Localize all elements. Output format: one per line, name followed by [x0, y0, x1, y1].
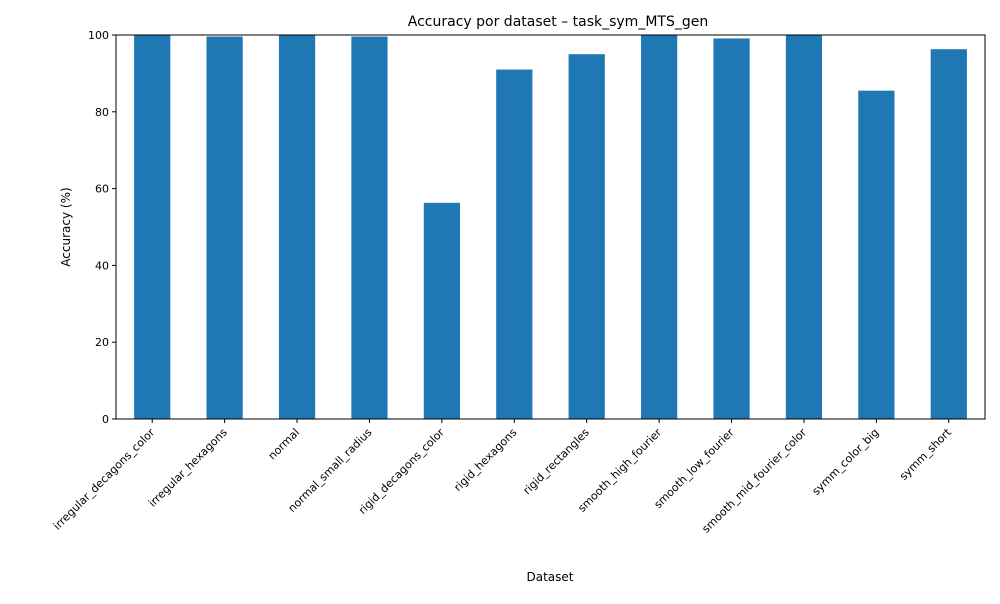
- bar-smooth-low-fourier: [713, 38, 750, 420]
- bar-irregular-decagons-color: [134, 35, 171, 419]
- bar-symm-color-big: [858, 90, 895, 420]
- bar-normal: [278, 35, 316, 419]
- y-tick-label: 0: [102, 413, 109, 426]
- x-tick-label: irregular_decagons_color: [51, 426, 158, 533]
- x-tick-label: rigid_hexagons: [451, 426, 519, 494]
- bar-rigid-decagons-color: [423, 202, 460, 419]
- x-axis-ticks: irregular_decagons_colorirregular_hexago…: [51, 419, 954, 536]
- y-tick-label: 60: [95, 183, 109, 196]
- bar-symm-short: [930, 49, 967, 419]
- bar-smooth-high-fourier: [641, 35, 678, 419]
- y-tick-label: 40: [95, 259, 109, 272]
- bar-irregular-hexagons: [206, 36, 243, 419]
- y-axis-label: Accuracy (%): [59, 187, 73, 266]
- chart-title: Accuracy por dataset – task_sym_MTS_gen: [408, 14, 708, 30]
- x-tick-label: symm_color_big: [810, 426, 882, 498]
- x-tick-label: symm_short: [897, 425, 954, 482]
- bar-rigid-hexagons: [496, 69, 533, 419]
- bar-rigid-rectangles: [568, 54, 605, 419]
- bar-normal-small-radius: [351, 36, 388, 419]
- y-tick-label: 80: [95, 106, 109, 119]
- plot-frame: [115, 34, 986, 420]
- bar-smooth-mid-fourier-color: [785, 35, 823, 419]
- y-tick-label: 100: [88, 29, 109, 42]
- x-tick-label: smooth_low_fourier: [652, 426, 737, 511]
- x-tick-label: irregular_hexagons: [146, 426, 230, 510]
- y-tick-label: 20: [95, 336, 109, 349]
- y-axis-ticks: 0 20 40 60 80 100: [88, 29, 116, 426]
- x-axis-label: Dataset: [527, 570, 574, 584]
- x-tick-label: normal: [266, 426, 302, 462]
- bars-group: [134, 35, 967, 420]
- x-tick-label: rigid_rectangles: [521, 426, 592, 497]
